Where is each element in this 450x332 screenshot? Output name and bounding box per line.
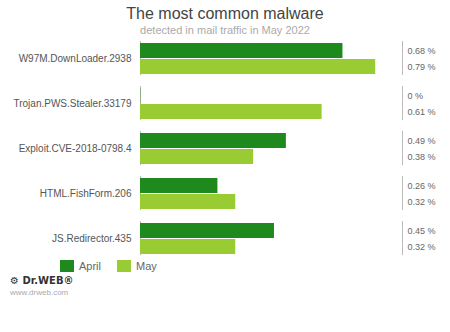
svg-text:JS.Redirector.435: JS.Redirector.435 [52, 233, 132, 244]
html-text:May: May [136, 260, 157, 272]
svg-text:0.32 %: 0.32 % [408, 197, 436, 207]
svg-text:0.38 %: 0.38 % [408, 152, 436, 162]
svg-text:Exploit.CVE-2018-0798.4: Exploit.CVE-2018-0798.4 [19, 143, 132, 154]
svg-text:0.79 %: 0.79 % [408, 62, 436, 72]
html-text:detected in mail traffic in Ma: detected in mail traffic in May 2022 [140, 24, 310, 36]
svg-text:0.49 %: 0.49 % [408, 136, 436, 146]
svg-text:0.68 %: 0.68 % [408, 46, 436, 56]
html-text:The most common malware: The most common malware [126, 5, 324, 22]
svg-text:0.26 %: 0.26 % [408, 181, 436, 191]
svg-text:0 %: 0 % [408, 91, 424, 101]
svg-text:Trojan.PWS.Stealer.33179: Trojan.PWS.Stealer.33179 [13, 98, 131, 109]
svg-text:0.45 %: 0.45 % [408, 226, 436, 236]
svg-text:0.32 %: 0.32 % [408, 242, 436, 252]
svg-text:W97M.DownLoader.2938: W97M.DownLoader.2938 [19, 53, 132, 64]
html-text:⚙ Dr.WEB®: ⚙ Dr.WEB® [10, 275, 74, 286]
html-text:April: April [79, 260, 101, 272]
html-text:www.drweb.com: www.drweb.com [10, 288, 69, 297]
svg-text:HTML.FishForm.206: HTML.FishForm.206 [40, 188, 132, 199]
svg-text:0.61 %: 0.61 % [408, 107, 436, 117]
